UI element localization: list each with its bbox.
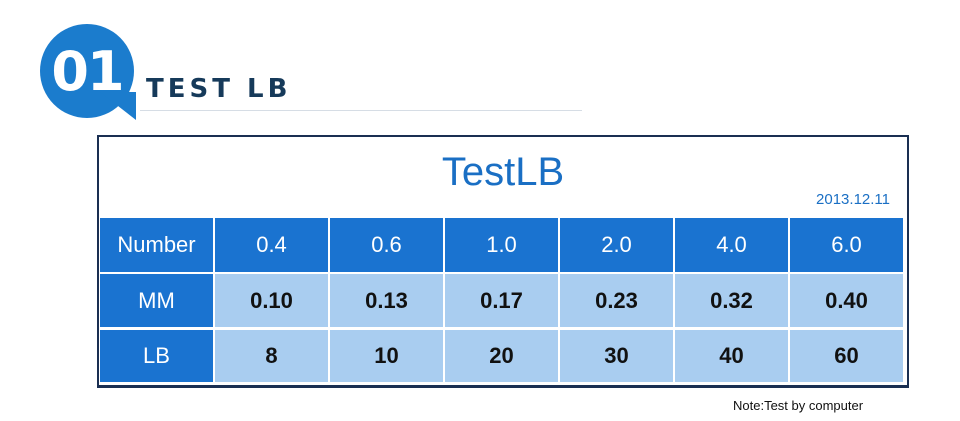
- table-date: 2013.12.11: [816, 191, 890, 208]
- table-cell: 20: [445, 330, 558, 382]
- table-title: TestLB: [441, 150, 565, 194]
- table-cell: 0.17: [445, 274, 558, 327]
- table-cell: 10: [330, 330, 443, 382]
- table-cell: 30: [560, 330, 673, 382]
- header-cell: 6.0: [790, 218, 903, 272]
- badge: 01: [40, 24, 134, 118]
- header-cell: 4.0: [675, 218, 788, 272]
- divider: [140, 110, 582, 111]
- table-cell: 60: [790, 330, 903, 382]
- header-cell: 0.4: [215, 218, 328, 272]
- table-cell: LB: [100, 330, 213, 382]
- section-title: TEST LB: [146, 74, 292, 104]
- table-frame: [97, 135, 909, 388]
- header-cell: 2.0: [560, 218, 673, 272]
- header-cell: 0.6: [330, 218, 443, 272]
- table-cell: 0.40: [790, 274, 903, 327]
- table-cell: MM: [100, 274, 213, 327]
- header-cell: Number: [100, 218, 213, 272]
- table-cell: 0.13: [330, 274, 443, 327]
- table-cell: 40: [675, 330, 788, 382]
- table-cell: 0.10: [215, 274, 328, 327]
- table-cell: 8: [215, 330, 328, 382]
- table-cell: 0.23: [560, 274, 673, 327]
- note: Note:Test by computer: [733, 398, 864, 413]
- header-cell: 1.0: [445, 218, 558, 272]
- table-cell: 0.32: [675, 274, 788, 327]
